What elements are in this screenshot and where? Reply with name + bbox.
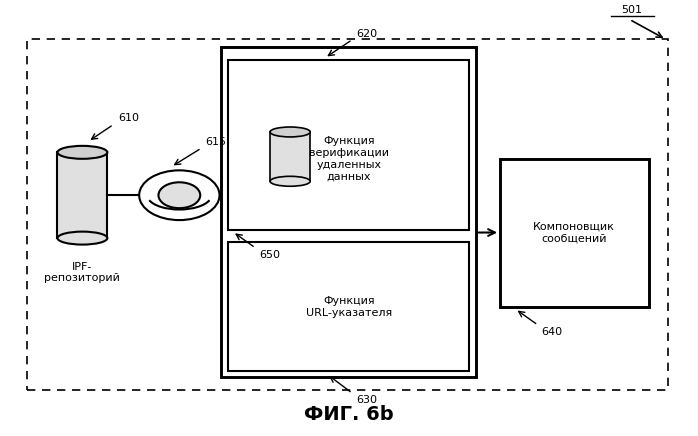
FancyBboxPatch shape bbox=[228, 60, 469, 229]
Text: 610: 610 bbox=[119, 113, 140, 123]
Circle shape bbox=[139, 170, 219, 220]
Ellipse shape bbox=[270, 176, 310, 186]
Text: ФИГ. 6b: ФИГ. 6b bbox=[304, 405, 394, 424]
FancyBboxPatch shape bbox=[500, 159, 649, 307]
Text: 630: 630 bbox=[356, 395, 377, 405]
Circle shape bbox=[158, 182, 200, 208]
Text: Функция
верификации
удаленных
данных: Функция верификации удаленных данных bbox=[309, 136, 389, 181]
Ellipse shape bbox=[270, 127, 310, 137]
Text: 501: 501 bbox=[621, 5, 642, 15]
FancyBboxPatch shape bbox=[228, 242, 469, 371]
Text: 640: 640 bbox=[542, 327, 563, 337]
FancyBboxPatch shape bbox=[27, 39, 667, 390]
Ellipse shape bbox=[57, 146, 107, 159]
FancyBboxPatch shape bbox=[57, 152, 107, 238]
Text: 650: 650 bbox=[259, 250, 280, 260]
Text: Компоновщик
сообщений: Компоновщик сообщений bbox=[533, 222, 615, 243]
Text: Функция
URL-указателя: Функция URL-указателя bbox=[306, 296, 392, 317]
Text: 620: 620 bbox=[356, 29, 377, 39]
FancyBboxPatch shape bbox=[221, 47, 476, 378]
Text: 615: 615 bbox=[206, 137, 227, 147]
Ellipse shape bbox=[57, 232, 107, 245]
Text: IPF-
репозиторий: IPF- репозиторий bbox=[45, 262, 120, 283]
FancyBboxPatch shape bbox=[270, 132, 310, 181]
